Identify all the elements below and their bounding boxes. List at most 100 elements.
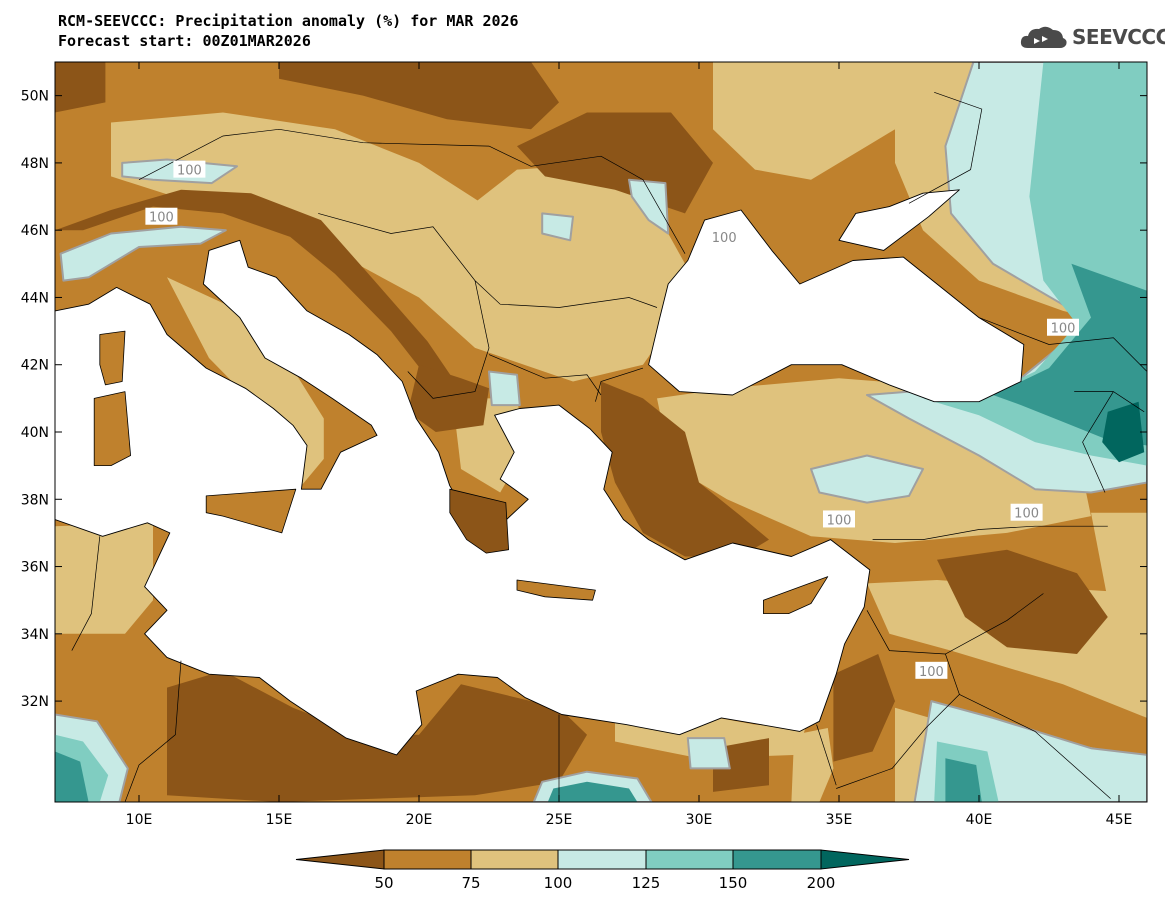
y-tick-label: 32N [21, 694, 49, 710]
contour-label-bg [173, 160, 206, 178]
island-corsica [99, 330, 126, 386]
border-layer [71, 91, 1147, 802]
island-sicily [205, 488, 297, 534]
y-tick-label: 44N [21, 290, 49, 306]
seevccc-logo: SEEVCCC [1018, 22, 1165, 52]
colorbar-label: 100 [543, 874, 573, 892]
colorbar-label: 75 [461, 874, 481, 892]
map-panel: 100 100 100 100 100 100 100 [55, 62, 1147, 802]
contour-label-bg [1047, 318, 1079, 336]
contour-label-0: 100 [173, 160, 206, 179]
country-border-3 [407, 280, 490, 399]
contour-label-text: 100 [919, 665, 944, 680]
colorbar-bin-50-75 [383, 849, 472, 870]
contour-label-3: 100 [1047, 318, 1079, 337]
region-po-valley-100-125 [59, 225, 227, 282]
colorbar-bin-100-125 [557, 849, 647, 870]
country-border-0 [138, 128, 490, 181]
sea-of-azov [838, 189, 960, 251]
y-tick-label: 38N [21, 492, 49, 508]
contour-label-layer: 100 100 100 100 100 100 100 [145, 160, 1079, 680]
country-border-1 [488, 145, 686, 254]
colorbar-bin->200 [820, 849, 910, 870]
country-border-11 [816, 724, 837, 786]
country-border-13 [71, 536, 101, 651]
region-syria-iraq-lt50 [937, 549, 1108, 654]
island-cyprus [763, 576, 829, 614]
contour-label-bg [823, 510, 855, 528]
island-sardinia [93, 391, 132, 467]
colorbar-label: 50 [374, 874, 394, 892]
contour-label-bg [1010, 503, 1043, 521]
colorbar-bin-150-200 [732, 849, 822, 870]
contour-label-text: 100 [149, 211, 174, 226]
forecast-start-subtitle: Forecast start: 00Z01MAR2026 [58, 32, 311, 50]
country-border-8 [836, 653, 960, 789]
y-tick-label: 34N [21, 627, 49, 643]
country-border-2 [318, 213, 658, 308]
colorbar-label: 200 [806, 874, 836, 892]
y-tick-label: 48N [21, 156, 49, 172]
region-northwest-lt50 [55, 62, 106, 113]
y-tick-label: 46N [21, 223, 49, 239]
x-tick-label: 25E [546, 812, 573, 828]
y-tick-label: 36N [21, 560, 49, 576]
contour-label-6: 100 [915, 661, 948, 680]
country-border-17 [1082, 391, 1114, 493]
region-romania-75-100 [461, 162, 685, 325]
x-tick-label: 40E [966, 812, 993, 828]
contour-label-text: 100 [712, 231, 737, 246]
logo-text: SEEVCCC [1072, 25, 1165, 49]
region-arabia-150-200 [945, 758, 982, 802]
contour-label-1: 100 [145, 207, 178, 226]
colorbar-bin-125-150 [645, 849, 734, 870]
contour-label-text: 100 [1014, 507, 1039, 522]
region-israel-jordan-lt50 [833, 654, 895, 762]
region-poland-lt50 [279, 62, 559, 130]
contour-label-text: 100 [177, 164, 202, 179]
cloud-icon [1020, 26, 1067, 48]
x-tick-label: 20E [406, 812, 433, 828]
contour-label-bg [915, 661, 948, 679]
contour-label-2: 100 [708, 227, 741, 246]
region-caucasus-gt200 [1102, 401, 1145, 463]
mediterranean-sea [55, 239, 871, 756]
island-peloponnese [449, 488, 510, 554]
region-central-europe-75-100 [111, 112, 671, 382]
region-middle-east-east-75-100 [1091, 512, 1147, 628]
colorbar-label: 125 [631, 874, 661, 892]
contour-label-bg [145, 207, 178, 225]
sea-layer [55, 189, 1025, 756]
region-egypt-100-125 [686, 737, 731, 770]
island-layer [93, 330, 829, 614]
island-crete [516, 579, 596, 601]
map-title: RCM-SEEVCCC: Precipitation anomaly (%) f… [58, 12, 519, 30]
region-ukraine-75-100 [713, 62, 923, 180]
region-alps-band-lt50 [55, 189, 453, 385]
contour-label-4: 100 [823, 510, 855, 528]
contour-label-text: 100 [827, 513, 852, 528]
contour-label-5: 100 [1010, 503, 1043, 522]
region-sinai-75-100 [791, 728, 834, 802]
country-border-12 [124, 660, 182, 802]
x-tick-label: 45E [1106, 812, 1133, 828]
y-tick-label: 40N [21, 425, 49, 441]
axes-layer: 10E 15E 20E 25E 30E 35E 40E 45E 50N 48N 46N 44N 42N 4… [21, 62, 1147, 828]
region-transylvania-100-125 [541, 212, 574, 242]
x-tick-label: 30E [686, 812, 713, 828]
y-tick-label: 50N [21, 89, 49, 105]
region-west-turkey-lt50 [601, 381, 769, 557]
region-algeria-150-200 [55, 751, 89, 802]
country-border-5 [595, 367, 644, 402]
y-tick-label: 42N [21, 358, 49, 374]
country-border-15 [978, 317, 1147, 372]
region-balkans-lt50 [407, 364, 489, 432]
colorbar-bin-<50 [295, 849, 385, 870]
region-anatolia-mid-100-125 [810, 454, 924, 504]
country-border-9 [959, 694, 1111, 799]
x-tick-label: 35E [826, 812, 853, 828]
region-libya-east-150-200 [547, 781, 638, 802]
region-bulgaria-100-125 [488, 370, 521, 407]
contour-label-bg [708, 227, 741, 245]
country-border-4 [488, 354, 602, 396]
